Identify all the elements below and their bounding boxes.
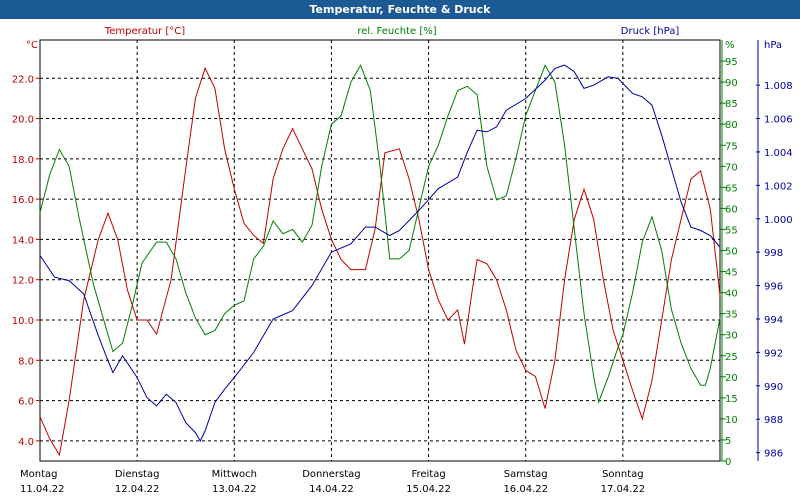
x-date-label: 15.04.22 <box>406 484 451 495</box>
tick-label-mid: 30 <box>725 331 738 342</box>
tick-label-mid: 90 <box>725 78 738 89</box>
tick-label-mid: 55 <box>725 225 738 236</box>
axis-unit-left: °C <box>26 40 38 51</box>
tick-label-mid: 0 <box>725 457 731 468</box>
series-title-left: Temperatur [°C] <box>104 26 185 37</box>
series-title-mid: rel. Feuchte [%] <box>357 26 436 37</box>
tick-label-right: 998 <box>764 248 783 259</box>
x-day-label: Sonntag <box>602 469 644 480</box>
tick-label-mid: 65 <box>725 183 738 194</box>
tick-label-mid: 10 <box>725 415 738 426</box>
x-date-label: 12.04.22 <box>115 484 160 495</box>
tick-label-mid: 20 <box>725 373 738 384</box>
tick-label-left: 20.0 <box>12 115 34 126</box>
series-line-mid <box>39 64 721 404</box>
tick-label-right: 988 <box>764 415 783 426</box>
tick-label-right: 996 <box>764 282 783 293</box>
x-date-label: 17.04.22 <box>601 484 646 495</box>
tick-label-right: 1.004 <box>764 148 793 159</box>
tick-label-mid: 85 <box>725 99 738 110</box>
tick-label-left: 22.0 <box>12 74 34 85</box>
x-date-label: 16.04.22 <box>503 484 548 495</box>
tick-label-right: 986 <box>764 449 783 460</box>
tick-label-right: 1.000 <box>764 215 793 226</box>
tick-label-mid: 40 <box>725 289 738 300</box>
x-day-label: Freitag <box>411 469 445 480</box>
tick-label-left: 8.0 <box>18 356 34 367</box>
tick-label-mid: 95 <box>725 57 738 68</box>
tick-label-right: 1.002 <box>764 181 793 192</box>
series-line-right <box>39 64 721 443</box>
tick-label-mid: 75 <box>725 141 738 152</box>
plot-frame <box>39 39 721 462</box>
x-date-label: 11.04.22 <box>20 484 65 495</box>
series-line-left <box>39 66 721 457</box>
tick-label-mid: 60 <box>725 204 738 215</box>
x-day-label: Mittwoch <box>212 469 257 480</box>
tick-label-mid: 15 <box>725 394 738 405</box>
tick-label-mid: 25 <box>725 352 738 363</box>
tick-label-right: 994 <box>764 315 783 326</box>
series-title-right: Druck [hPa] <box>621 26 680 37</box>
tick-label-mid: 45 <box>725 268 738 279</box>
x-day-label: Dienstag <box>115 469 160 480</box>
tick-label-mid: 50 <box>725 247 738 258</box>
tick-label-mid: 80 <box>725 120 738 131</box>
tick-label-left: 12.0 <box>12 276 34 287</box>
x-day-label: Montag <box>20 469 57 480</box>
tick-label-left: 6.0 <box>18 397 34 408</box>
tick-label-left: 10.0 <box>12 316 34 327</box>
tick-label-left: 16.0 <box>12 195 34 206</box>
axis-unit-right: hPa <box>764 40 782 51</box>
tick-label-left: 18.0 <box>12 155 34 166</box>
tick-label-left: 14.0 <box>12 235 34 246</box>
tick-label-right: 990 <box>764 382 783 393</box>
tick-label-mid: 5 <box>725 436 731 447</box>
x-day-label: Donnerstag <box>302 469 360 480</box>
tick-label-right: 1.006 <box>764 115 793 126</box>
x-day-label: Samstag <box>504 469 548 480</box>
tick-label-right: 992 <box>764 348 783 359</box>
x-date-label: 14.04.22 <box>309 484 354 495</box>
tick-label-left: 4.0 <box>18 437 34 448</box>
tick-label-mid: 70 <box>725 162 738 173</box>
tick-label-mid: 35 <box>725 310 738 321</box>
x-date-label: 13.04.22 <box>212 484 257 495</box>
axis-unit-mid: % <box>725 40 735 51</box>
tick-label-right: 1.008 <box>764 81 793 92</box>
chart-title: Temperatur, Feuchte & Druck <box>0 0 800 19</box>
